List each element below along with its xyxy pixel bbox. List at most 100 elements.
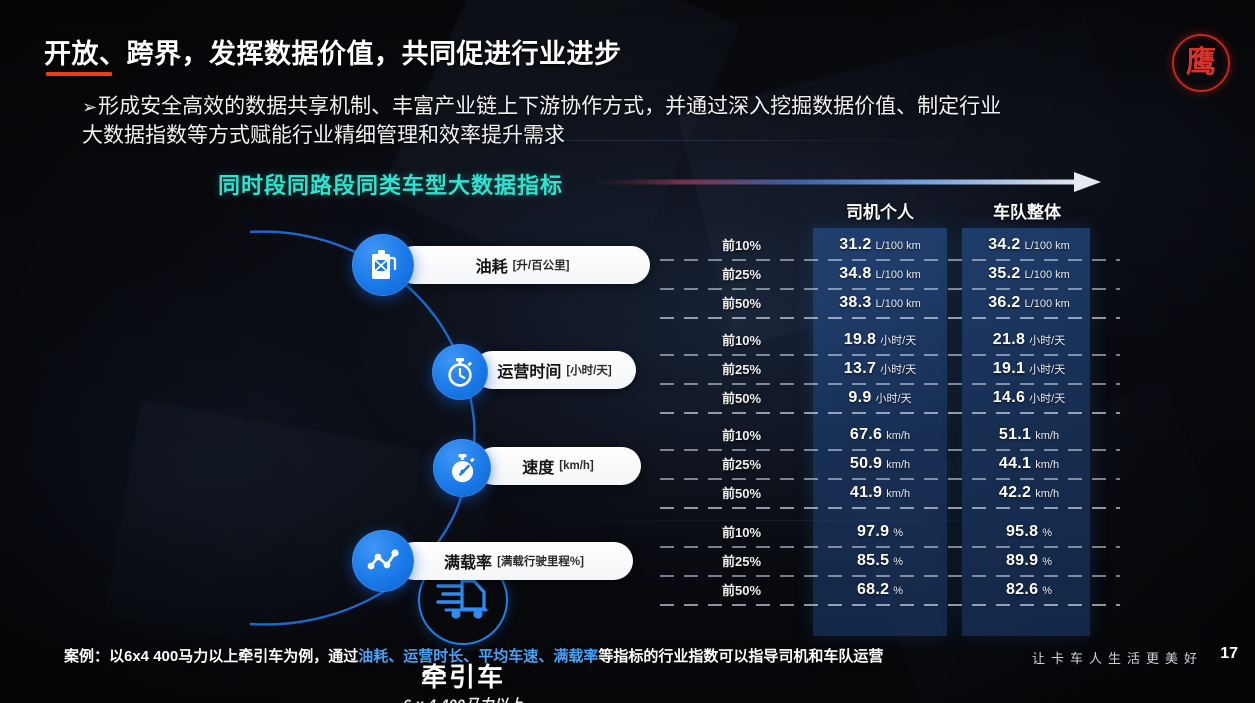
row-divider — [660, 546, 1120, 548]
highlight-band-driver — [813, 228, 947, 636]
cell-value: 50.9 — [849, 454, 883, 472]
table-row: 前50% 68.2% 82.6% — [660, 575, 1120, 604]
cell-unit: L/100 km — [1024, 297, 1070, 310]
title-underline-rule — [46, 72, 112, 76]
cell-value: 19.1 — [992, 359, 1026, 377]
cell-unit: 小时/天 — [1029, 334, 1066, 347]
row-divider — [660, 507, 1120, 509]
footer-case-note: 案例：以6x4 400马力以上牵引车为例，通过油耗、运营时长、平均车速、满载率等… — [64, 645, 883, 666]
cell-value: 13.7 — [843, 359, 877, 377]
cell-driver: 13.7 小时/天 — [813, 360, 947, 378]
row-label-3: 前50% — [722, 296, 762, 311]
cell-value: 85.5 — [856, 551, 890, 569]
cell-unit: L/100 km — [875, 239, 921, 252]
cell-unit: L/100 km — [875, 297, 921, 310]
cell-driver: 38.3 L/100 km — [813, 294, 947, 312]
cell-fleet: 14.6 小时/天 — [962, 389, 1096, 407]
row-divider — [660, 412, 1120, 414]
bullet-line-2-text: 大数据指数等方式赋能行业精细管理和效率提升需求 — [82, 123, 565, 147]
cell-unit: L/100 km — [1024, 239, 1070, 252]
column-header-fleet: 车队整体 — [993, 203, 1061, 222]
case-highlight-3: 满载率 — [553, 648, 599, 665]
cell-unit: % — [1042, 555, 1053, 568]
row-label-1: 前10% — [722, 333, 762, 348]
metric-label-load-rate: 满载率 — [444, 555, 493, 572]
cell-driver: 85.5% — [813, 552, 947, 570]
row-divider — [660, 383, 1120, 385]
row-label-2: 前25% — [722, 267, 762, 282]
metric-unit-fuel: [升/百公里] — [512, 260, 570, 272]
truck-icon — [436, 579, 488, 619]
row-label-2: 前25% — [722, 457, 762, 472]
cell-driver: 50.9 km/h — [813, 455, 947, 473]
table-row: 前25% 34.8 L/100 km 35.2 L/100 km — [660, 259, 1120, 288]
vehicle-spec: 6 x 4 400马力以上 — [368, 694, 558, 703]
cell-unit: 小时/天 — [880, 334, 917, 347]
row-divider — [660, 478, 1120, 480]
cell-value: 36.2 — [988, 293, 1021, 311]
cell-fleet: 51.1 km/h — [962, 426, 1096, 444]
cell-driver: 34.8 L/100 km — [813, 265, 947, 283]
metric-node-operating-time[interactable] — [432, 344, 488, 400]
cell-unit: km/h — [886, 458, 911, 471]
network-chart-icon — [367, 549, 399, 570]
case-prefix: 案例：以6x4 400马力以上牵引车为例，通过 — [64, 648, 359, 665]
cell-driver: 97.9% — [813, 523, 947, 541]
case-highlight-2: 平均车速 — [478, 648, 539, 665]
metric-unit-operating-time: [小时/天] — [566, 365, 612, 377]
cell-fleet: 21.8 小时/天 — [962, 331, 1096, 349]
bullet-line-1: ➢形成安全高效的数据共享机制、丰富产业链上下游协作方式，并通过深入挖掘数据价值、… — [82, 93, 1142, 122]
cell-fleet: 44.1 km/h — [962, 455, 1096, 473]
table-row: 前50% 9.9 小时/天 14.6 小时/天 — [660, 383, 1120, 412]
cell-unit: % — [1042, 584, 1053, 597]
metric-node-fuel[interactable] — [352, 234, 414, 296]
row-label-2: 前25% — [722, 554, 762, 569]
table-row: 前50% 41.9 km/h 42.2 km/h — [660, 478, 1120, 507]
cell-unit: % — [893, 526, 904, 539]
cell-unit: km/h — [886, 429, 911, 442]
cell-value: 67.6 — [849, 425, 883, 443]
case-suffix: 等指标的行业指数可以指导司机和车队运营 — [598, 648, 884, 665]
highlight-band-fleet — [962, 228, 1090, 636]
cell-driver: 67.6 km/h — [813, 426, 947, 444]
table-row: 前25% 50.9 km/h 44.1 km/h — [660, 449, 1120, 478]
metric-node-load-rate[interactable] — [352, 530, 414, 592]
cell-value: 68.2 — [856, 580, 890, 598]
metric-pill-operating-time[interactable]: 运营时间 [小时/天] — [473, 351, 636, 389]
cell-value: 42.2 — [998, 483, 1032, 501]
cell-driver: 19.8 小时/天 — [813, 331, 947, 349]
cell-unit: km/h — [1035, 487, 1060, 500]
page-title: 开放、跨界，发挥数据价值，共同促进行业进步 — [44, 39, 622, 69]
row-label-1: 前10% — [722, 238, 762, 253]
cell-driver: 41.9 km/h — [813, 484, 947, 502]
metric-unit-load-rate: [满载行驶里程%] — [497, 556, 584, 568]
cell-value: 97.9 — [856, 522, 890, 540]
metric-node-diagram: 牵引车 6 x 4 400马力以上 油耗 [升/百公里] — [180, 210, 700, 703]
metric-node-speed[interactable] — [433, 439, 491, 497]
bullet-marker-icon: ➢ — [82, 97, 98, 117]
metric-unit-speed: [km/h] — [559, 460, 594, 472]
table-row: 前25% 85.5% 89.9% — [660, 546, 1120, 575]
metric-pill-speed[interactable]: 速度 [km/h] — [475, 447, 641, 485]
metric-pill-load-rate[interactable]: 满载率 [满载行驶里程%] — [395, 542, 633, 580]
section-heading: 同时段同路段同类车型大数据指标 — [218, 173, 564, 198]
speedometer-icon — [451, 453, 474, 482]
cell-unit: 小时/天 — [880, 363, 917, 376]
cell-unit: km/h — [1035, 429, 1060, 442]
metric-pill-fuel[interactable]: 油耗 [升/百公里] — [395, 246, 650, 284]
row-label-1: 前10% — [722, 428, 762, 443]
case-sep-1: 、 — [463, 648, 479, 665]
cell-unit: % — [893, 584, 904, 597]
cell-fleet: 35.2 L/100 km — [962, 265, 1096, 283]
cell-driver: 68.2% — [813, 581, 947, 599]
cell-unit: km/h — [1035, 458, 1060, 471]
cell-value: 34.8 — [839, 264, 872, 282]
metric-label-fuel: 油耗 — [475, 259, 508, 276]
table-row: 前10% 19.8 小时/天 21.8 小时/天 — [660, 325, 1120, 354]
metric-label-speed: 速度 — [522, 460, 555, 477]
table-row: 前10% 31.2 L/100 km 34.2 L/100 km — [660, 230, 1120, 259]
cell-unit: km/h — [886, 487, 911, 500]
row-label-1: 前10% — [722, 525, 762, 540]
company-seal-logo-icon: 鹰 — [1172, 34, 1230, 92]
cell-value: 14.6 — [992, 388, 1026, 406]
